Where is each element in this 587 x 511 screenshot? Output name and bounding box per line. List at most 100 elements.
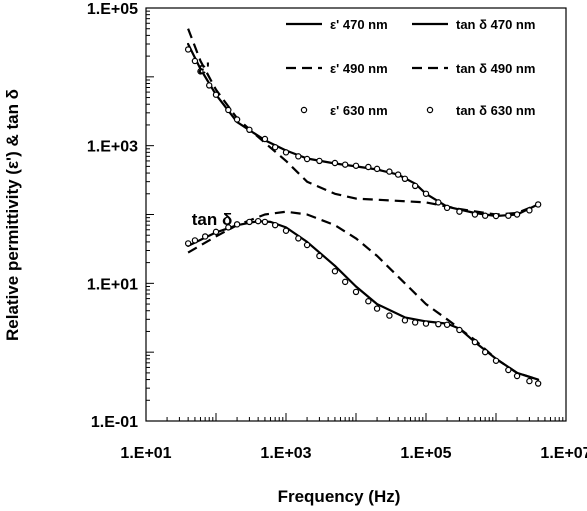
curve-annotation: ε' (198, 59, 210, 78)
data-point (505, 212, 512, 219)
data-point (394, 171, 402, 178)
y-axis-title: Relative permittivity (ε') & tan δ (3, 89, 22, 341)
data-point (373, 165, 381, 173)
series (187, 220, 540, 381)
series (184, 217, 542, 387)
legend-item: ε' 630 nm (300, 103, 388, 118)
data-point (295, 153, 302, 160)
data-point (341, 278, 349, 286)
series-line (187, 220, 540, 381)
data-point (352, 288, 360, 296)
data-point (513, 372, 521, 380)
data-point (246, 126, 253, 134)
data-point (471, 338, 479, 346)
data-point (435, 199, 442, 206)
data-point (331, 268, 339, 275)
data-point (373, 305, 381, 312)
series (187, 28, 539, 216)
data-point (225, 224, 232, 231)
data-point (212, 91, 220, 98)
curve-annotation: tan δ (192, 210, 233, 229)
legend-label: tan δ 630 nm (456, 103, 535, 118)
data-point (411, 182, 419, 190)
series-line (187, 28, 539, 216)
data-point (534, 380, 542, 387)
data-point (422, 190, 430, 197)
legend-label: ε' 490 nm (330, 61, 388, 76)
data-point (191, 57, 199, 65)
data-point (261, 218, 269, 226)
data-point (341, 161, 349, 168)
data-point (254, 217, 262, 225)
legend-label: tan δ 470 nm (456, 17, 535, 32)
data-point (295, 235, 302, 242)
data-point (184, 240, 192, 247)
data-point (526, 207, 533, 214)
data-point (303, 241, 311, 249)
legend-label: tan δ 490 nm (456, 61, 535, 76)
x-tick-label: 1.E+05 (400, 445, 451, 462)
legend-label: ε' 630 nm (330, 103, 388, 118)
data-point (443, 204, 451, 212)
y-tick-label: 1.E+01 (87, 276, 138, 293)
series-layer (184, 28, 542, 387)
data-point (261, 135, 269, 143)
data-point (191, 237, 199, 244)
data-point (526, 377, 533, 385)
data-point (233, 116, 241, 123)
legend: ε' 470 nm ε' 490 nm ε' 630 nm tan δ 470 nm t… (286, 17, 535, 118)
data-point (271, 144, 279, 151)
series (184, 46, 542, 220)
data-point (282, 149, 290, 156)
legend-marker (426, 106, 434, 114)
legend-item: tan δ 490 nm (412, 61, 535, 76)
y-tick-label: 1.E+05 (87, 1, 138, 18)
data-point (246, 218, 253, 226)
data-point (365, 163, 372, 171)
x-tick-label: 1.E+03 (260, 445, 311, 462)
data-point (233, 221, 241, 228)
data-point (225, 106, 232, 114)
y-tick-label: 1.E+03 (87, 139, 138, 156)
legend-item: ε' 470 nm (286, 17, 388, 32)
data-point (401, 317, 409, 324)
data-point (365, 298, 372, 305)
data-point (201, 233, 209, 240)
data-point (197, 68, 204, 75)
legend-item: tan δ 630 nm (426, 103, 535, 118)
data-point (481, 212, 489, 219)
axis-tick-labels: 1.E+01 1.E+03 1.E+05 1.E+07 1.E+05 1.E+03 1.E+… (87, 1, 587, 462)
data-point (386, 168, 393, 175)
data-point (513, 211, 521, 218)
data-point (411, 319, 419, 326)
data-point (386, 312, 393, 319)
legend-label: ε' 470 nm (330, 17, 388, 32)
data-point (422, 320, 430, 327)
y-tick-label: 1.E-01 (91, 414, 138, 431)
data-point (282, 227, 290, 234)
legend-item: tan δ 470 nm (412, 17, 535, 32)
data-point (316, 157, 323, 165)
data-point (331, 159, 339, 167)
data-point (212, 228, 220, 236)
axis-ticks (145, 10, 564, 422)
legend-marker (300, 106, 308, 114)
data-point (456, 208, 463, 215)
legend-item: ε' 490 nm (286, 61, 388, 76)
data-point (184, 46, 192, 53)
data-point (534, 201, 542, 208)
annotation-layer: ε' tan δ (192, 59, 233, 229)
data-point (492, 212, 500, 220)
x-tick-label: 1.E+07 (540, 445, 587, 462)
data-point (443, 321, 451, 328)
data-point (492, 357, 500, 364)
data-point (435, 320, 442, 328)
x-axis-title: Frequency (Hz) (278, 487, 401, 506)
data-point (271, 221, 279, 229)
data-point (401, 175, 409, 183)
data-point (206, 82, 213, 89)
data-point (316, 252, 323, 260)
data-point (471, 211, 479, 218)
data-point (505, 366, 512, 374)
